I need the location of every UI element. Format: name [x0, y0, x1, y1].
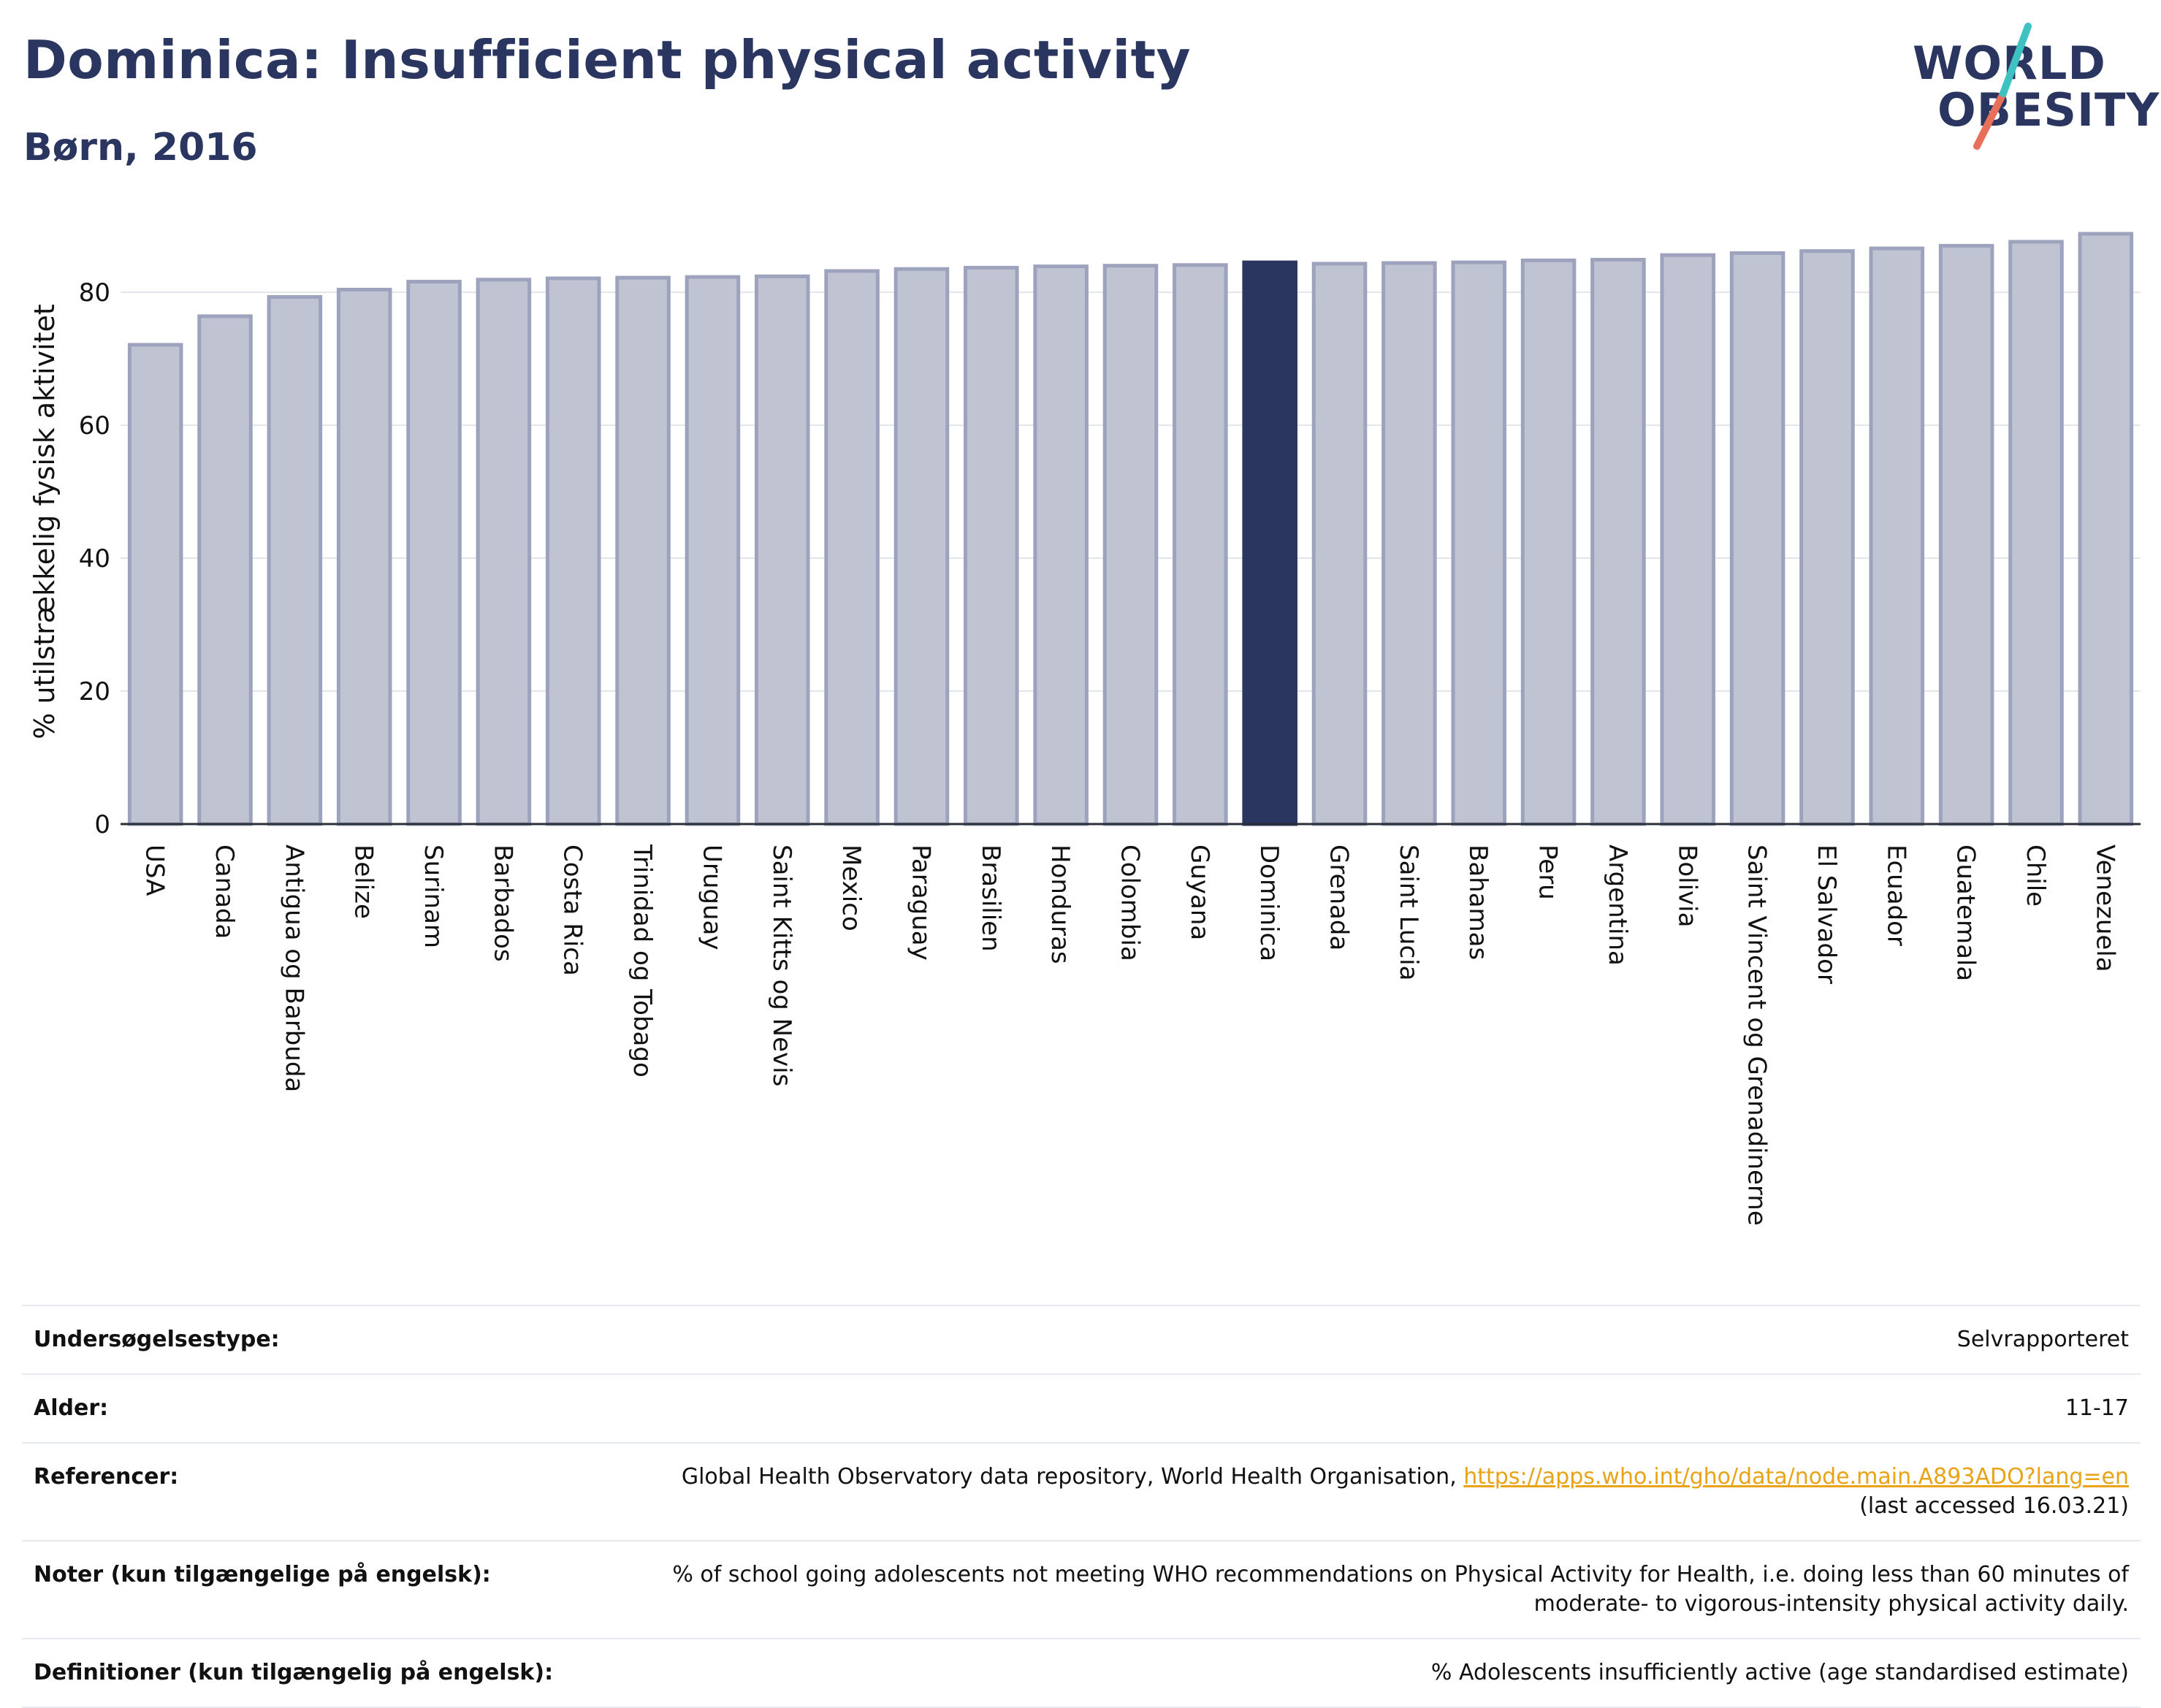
- x-tick-label: Argentina: [1603, 845, 1632, 966]
- bar: [1590, 258, 1646, 826]
- y-axis-label: % utilstrækkelig fysisk aktivitet: [28, 304, 61, 739]
- bar-chart: 0 20 40 60 80 USA Canada Antigua og Barbuda Bel…: [28, 232, 2141, 1226]
- bar: [824, 269, 880, 826]
- bar: [754, 274, 810, 826]
- x-tick-label: Venezuela: [2090, 845, 2119, 972]
- info-value: Global Health Observatory data repositor…: [682, 1463, 2129, 1521]
- x-tick-label: Colombia: [1116, 845, 1145, 961]
- logo-line-2: OBESITY: [1937, 83, 2160, 137]
- x-tick-label: Trinidad og Tobago: [628, 844, 657, 1078]
- info-label: Referencer:: [34, 1464, 179, 1490]
- x-tick-label: Saint Lucia: [1394, 845, 1423, 980]
- bar: [336, 287, 392, 826]
- x-tick-label: USA: [140, 845, 169, 896]
- bar: [685, 275, 741, 826]
- x-tick-label: Bahamas: [1463, 845, 1493, 960]
- x-tick-label: Antigua og Barbuda: [279, 845, 308, 1092]
- bar: [1311, 262, 1368, 826]
- x-tick-label: El Salvador: [1812, 845, 1841, 984]
- y-tick-label: 40: [79, 544, 110, 573]
- bar: [1451, 260, 1507, 826]
- x-tick-label: Guatemala: [1951, 845, 1981, 981]
- bar: [127, 343, 183, 826]
- info-row-notes: Noter (kun tilgængelige på engelsk): % o…: [22, 1540, 2141, 1638]
- bar: [615, 275, 671, 826]
- page-title: Dominica: Insufficient physical activity: [23, 29, 1192, 91]
- x-tick-label: Brasilien: [976, 845, 1005, 952]
- x-tick-label: Saint Kitts og Nevis: [767, 845, 796, 1086]
- x-tick-label: Saint Vincent og Grenadinerne: [1742, 845, 1772, 1226]
- info-value: % of school going adolescents not meetin…: [672, 1562, 2129, 1617]
- bar-highlighted: [1242, 260, 1297, 826]
- x-tick-label: Uruguay: [697, 845, 726, 950]
- bar: [267, 294, 323, 826]
- bar: [1938, 243, 1994, 826]
- x-tick-label: Paraguay: [906, 845, 935, 961]
- y-tick-label: 20: [79, 677, 110, 706]
- info-label: Undersøgelsestype:: [34, 1327, 280, 1352]
- bar: [1520, 258, 1577, 826]
- x-tick-label: Dominica: [1254, 845, 1284, 961]
- info-label: Definitioner (kun tilgængelig på engelsk…: [34, 1660, 554, 1685]
- x-tick-label: Surinam: [419, 845, 448, 948]
- bar: [476, 278, 532, 826]
- y-tick-labels: 0 20 40 60 80: [79, 278, 110, 839]
- bar: [2078, 232, 2134, 826]
- info-row-references: Referencer: Global Health Observatory da…: [22, 1442, 2141, 1540]
- bar: [197, 314, 253, 826]
- info-value: Selvrapporteret: [1956, 1327, 2129, 1352]
- y-tick-label: 80: [79, 278, 110, 308]
- x-tick-label: Honduras: [1045, 845, 1075, 964]
- bar: [1102, 264, 1159, 826]
- x-tick-label: Canada: [210, 845, 239, 939]
- x-tick-labels: USA Canada Antigua og Barbuda Belize Surinam…: [140, 844, 2120, 1226]
- reference-accessed: (last accessed 16.03.21): [1859, 1493, 2129, 1519]
- bar: [1799, 249, 1855, 826]
- info-row-age: Alder: 11-17: [22, 1373, 2141, 1442]
- world-obesity-logo: WORLD OBESITY: [1907, 20, 2159, 152]
- info-value: 11-17: [2065, 1395, 2129, 1421]
- x-tick-label: Guyana: [1185, 845, 1214, 940]
- bar: [1660, 253, 1716, 826]
- logo-slash-icon: [1973, 23, 2032, 150]
- x-tick-label: Costa Rica: [558, 845, 587, 976]
- info-label: Noter (kun tilgængelige på engelsk):: [34, 1562, 491, 1587]
- bar: [545, 276, 601, 826]
- bar: [2008, 240, 2064, 826]
- y-tick-label: 60: [79, 411, 110, 441]
- reference-link[interactable]: https://apps.who.int/gho/data/node.main.…: [1463, 1464, 2129, 1490]
- info-row-survey-type: Undersøgelsestype: Selvrapporteret: [22, 1305, 2141, 1373]
- reference-text: Global Health Observatory data repositor…: [681, 1464, 1464, 1490]
- x-tick-label: Chile: [2021, 845, 2050, 907]
- bar: [1381, 261, 1437, 826]
- x-tick-label: Belize: [349, 845, 378, 919]
- x-tick-label: Ecuador: [1881, 845, 1910, 946]
- bar: [406, 280, 462, 826]
- bar: [1033, 264, 1089, 826]
- info-row-definitions: Definitioner (kun tilgængelig på engelsk…: [22, 1638, 2141, 1708]
- x-tick-label: Grenada: [1325, 845, 1354, 950]
- x-tick-label: Mexico: [836, 845, 866, 931]
- bars: [127, 232, 2134, 826]
- x-tick-label: Peru: [1533, 845, 1563, 900]
- bar: [893, 267, 950, 826]
- info-table: Undersøgelsestype: Selvrapporteret Alder…: [22, 1305, 2141, 1708]
- bar: [1729, 251, 1785, 826]
- info-value: % Adolescents insufficiently active (age…: [1430, 1660, 2129, 1685]
- page-subtitle: Børn, 2016: [23, 126, 258, 169]
- info-label: Alder:: [34, 1395, 109, 1421]
- bar: [964, 265, 1019, 826]
- bar: [1173, 263, 1228, 826]
- x-tick-label: Bolivia: [1672, 845, 1701, 927]
- bar: [1869, 246, 1925, 826]
- y-tick-label: 0: [94, 810, 110, 839]
- x-tick-label: Barbados: [488, 845, 517, 962]
